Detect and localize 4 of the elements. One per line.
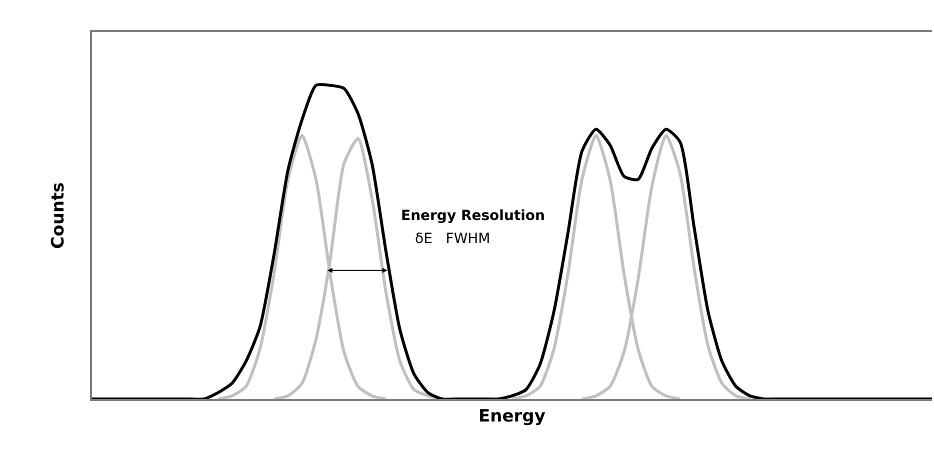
- y-axis-title: Counts: [48, 182, 68, 249]
- annotation: δE FWHM: [415, 231, 490, 247]
- annotation: Energy Resolution: [401, 208, 546, 224]
- x-axis-title: Energy: [478, 406, 546, 427]
